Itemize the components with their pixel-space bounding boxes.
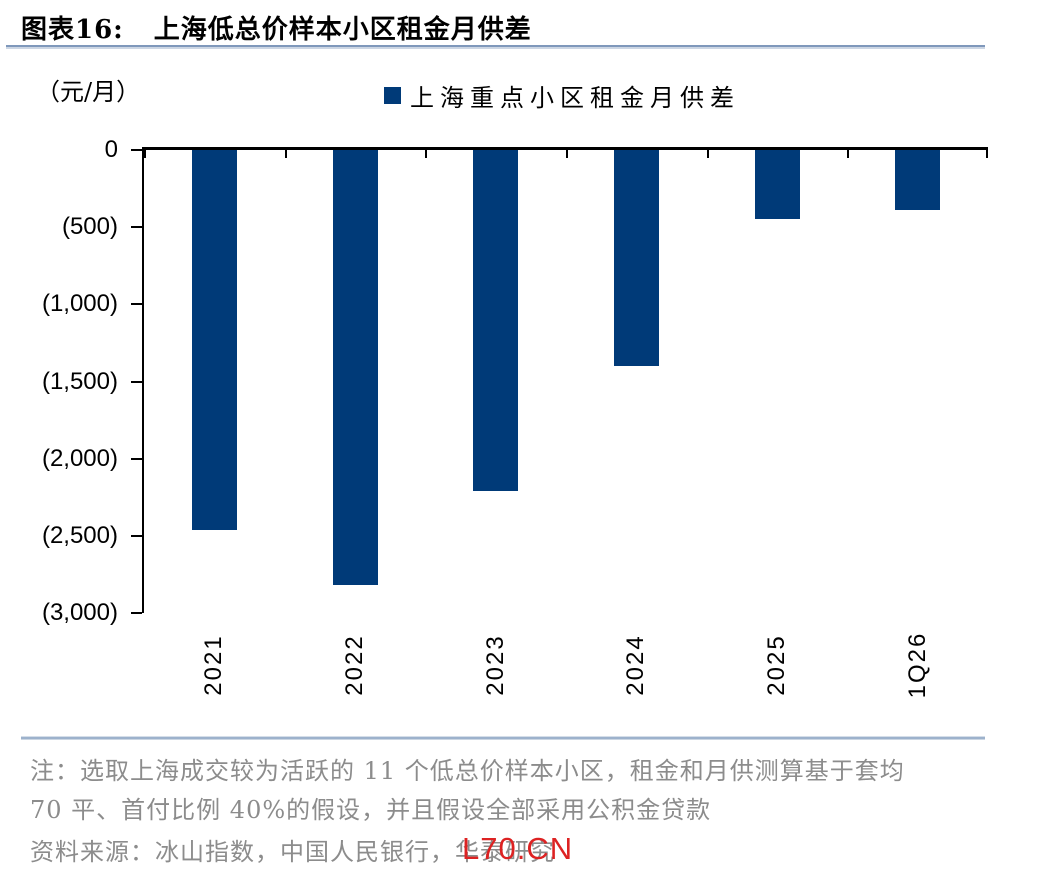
chart-legend: 上海重点小区租金月供差: [384, 78, 740, 113]
note-line-2: 70 平、首付比例 40%的假设，并且假设全部采用公积金贷款: [30, 796, 712, 824]
y-axis-tick-label: 0: [104, 136, 118, 163]
x-axis-category-label: 1Q26: [903, 631, 931, 699]
source-line: 资料来源：冰山指数，中国人民银行，华泰研究: [30, 838, 555, 866]
bar-1Q26: [895, 150, 941, 211]
x-axis-category-label: 2024: [622, 634, 650, 696]
x-axis-tick: [706, 150, 709, 158]
y-axis-tick-label: (1,500): [41, 367, 118, 395]
x-axis-tick: [847, 150, 850, 158]
x-axis-tick: [566, 150, 568, 158]
y-axis-tick: [131, 534, 142, 537]
x-axis-tick: [144, 150, 146, 158]
y-axis-tick-label: (3,000): [41, 599, 118, 626]
y-axis-tick: [131, 380, 142, 383]
y-axis-tick-label: (2,000): [41, 444, 118, 472]
y-axis-tick: [131, 149, 142, 151]
x-axis-tick: [284, 150, 287, 158]
x-axis-category-label: 2022: [341, 634, 368, 696]
y-axis-tick: [131, 612, 142, 614]
y-axis-unit-label: （元/月）: [36, 78, 141, 106]
bar-2023: [473, 150, 519, 492]
y-axis-labels: 0 (500) (1,000) (1,500) (2,000) (2,500) (3,000…: [0, 136, 118, 626]
watermark: L70.CN: [462, 831, 574, 866]
x-axis-category-label: 2023: [481, 634, 509, 696]
y-axis-tick-label: (1,000): [41, 290, 118, 318]
legend-series-label: 上海重点小区租金月供差: [410, 84, 740, 112]
figure-title: 图表16: 上海低总价样本小区租金月供差: [21, 9, 532, 46]
figure-number: 图表16:: [21, 15, 124, 45]
bar-2025: [754, 150, 800, 220]
figure-title-text: 上海低总价样本小区租金月供差: [153, 15, 532, 45]
x-axis-category-label: 2021: [200, 634, 228, 696]
y-axis-tick: [131, 303, 142, 306]
legend-swatch-icon: [384, 87, 401, 104]
y-axis-tick-label: (500): [61, 213, 118, 241]
bar-2024: [613, 150, 659, 367]
bar-2022: [332, 150, 378, 586]
x-axis-category-label: 2025: [763, 634, 790, 696]
chart-bottom-divider: [21, 736, 985, 740]
x-axis-tick: [425, 150, 428, 158]
y-axis-tick: [131, 457, 142, 460]
title-divider: [6, 45, 985, 49]
bar-2021: [191, 150, 237, 530]
bar-chart-plot-area: [131, 147, 988, 614]
note-line-1: 注：选取上海成交较为活跃的 11 个低总价样本小区，租金和月供测算基于套均: [30, 757, 905, 785]
y-axis-tick: [131, 226, 142, 229]
x-axis-tick: [986, 150, 988, 158]
y-axis-tick-label: (2,500): [41, 521, 118, 549]
